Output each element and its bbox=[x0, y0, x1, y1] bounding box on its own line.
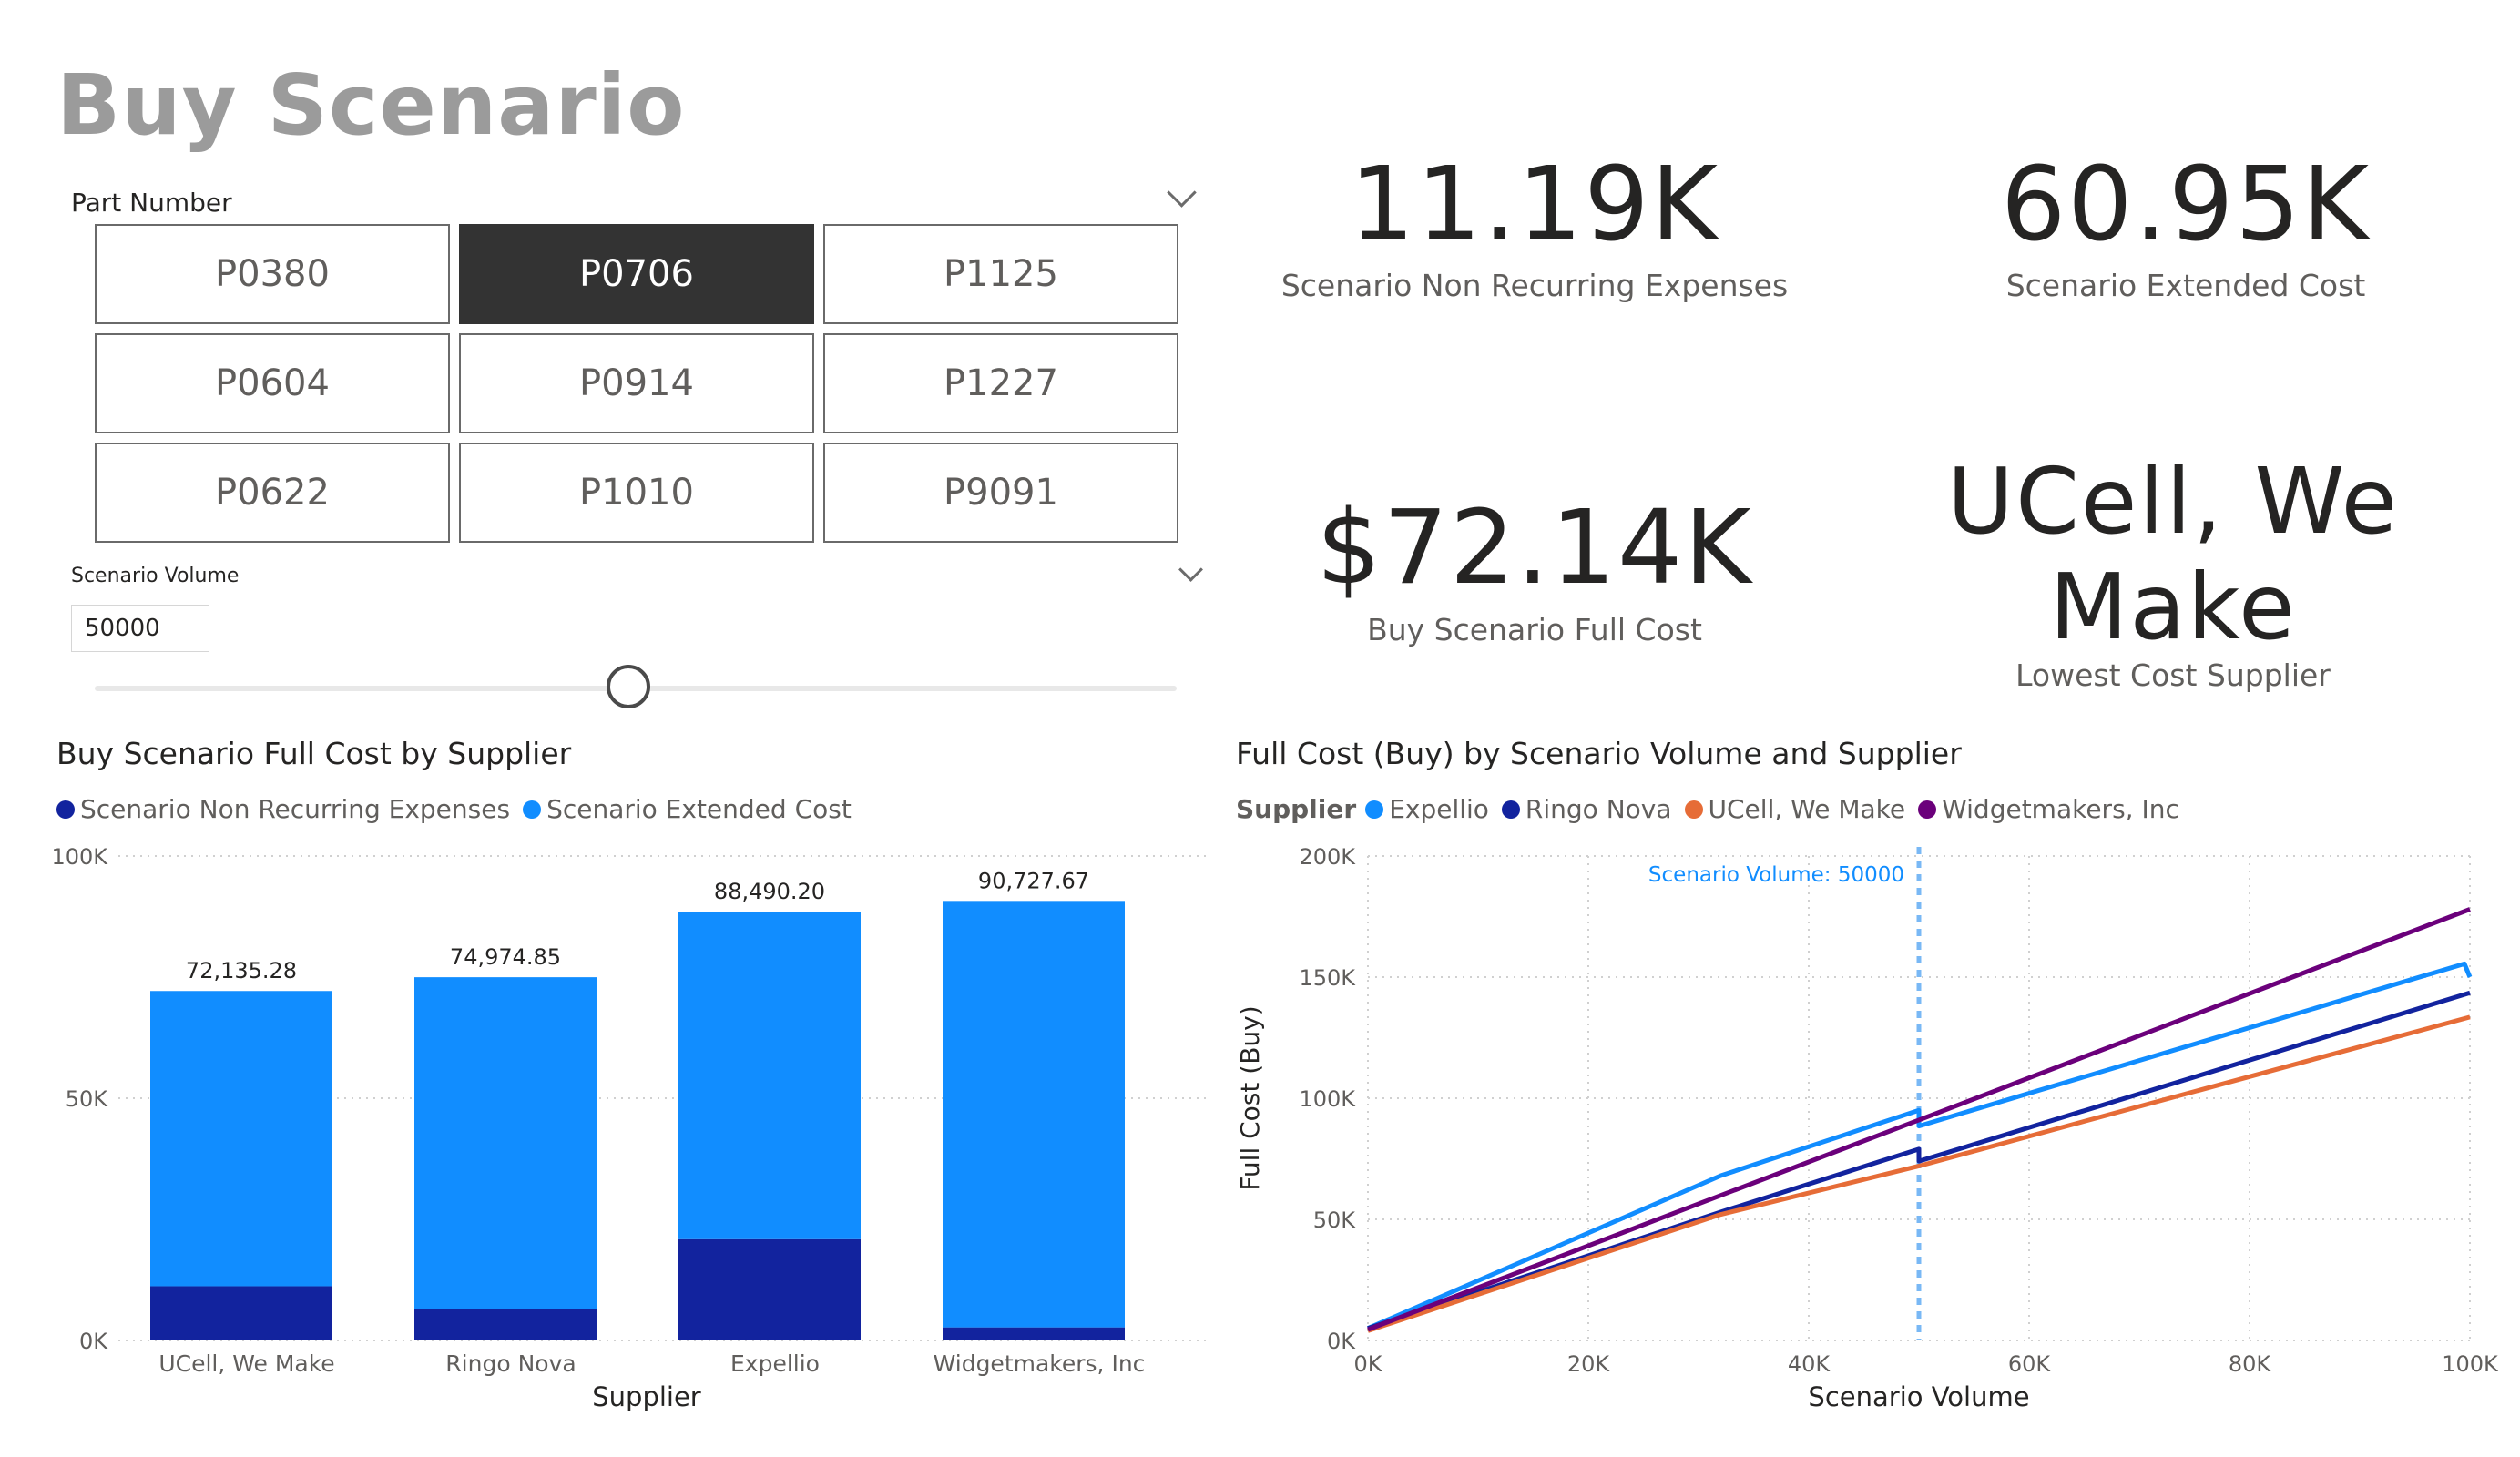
y-tick-label: 50K bbox=[1313, 1207, 1357, 1233]
y-tick-label: 150K bbox=[1299, 965, 1356, 991]
x-tick-label: Expellio bbox=[730, 1350, 820, 1377]
kpi-full-cost-label: Buy Scenario Full Cost bbox=[1367, 612, 1702, 647]
bar-total-label: 88,490.20 bbox=[714, 879, 825, 904]
bar-total-label: 72,135.28 bbox=[186, 958, 297, 983]
y-tick-label: 0K bbox=[79, 1329, 108, 1354]
x-tick-label: UCell, We Make bbox=[158, 1350, 334, 1377]
y-tick-label: 100K bbox=[1299, 1086, 1356, 1112]
line-chart: 0K 50K 100K 150K 200K 0K 20K 40K 60K 80K 100K Scena… bbox=[1235, 844, 2499, 1412]
kpi-full-cost-value: $72.14K bbox=[1316, 489, 1753, 607]
legend-label: Widgetmakers, Inc bbox=[1942, 794, 2179, 824]
bar-total-label: 74,974.85 bbox=[450, 944, 561, 970]
bar-nre bbox=[943, 1327, 1125, 1340]
legend-label: Scenario Extended Cost bbox=[546, 794, 852, 824]
volume-slider-handle[interactable] bbox=[607, 665, 650, 708]
legend-item-nre[interactable]: Scenario Non Recurring Expenses bbox=[56, 794, 510, 824]
kpi-lowest-supplier-line1: UCell, We bbox=[1946, 448, 2400, 555]
series-line-ucell-we-make bbox=[1367, 1014, 2471, 1333]
bar-extended bbox=[414, 977, 597, 1309]
scenario-volume-label: Scenario Volume bbox=[71, 565, 240, 587]
x-tick-label: 100K bbox=[2442, 1351, 2499, 1377]
page-title: Buy Scenario bbox=[56, 56, 686, 154]
part-number-slicer-label: Part Number bbox=[71, 188, 232, 218]
y-axis-title: Full Cost (Buy) bbox=[1235, 1005, 1265, 1190]
x-tick-label: Ringo Nova bbox=[445, 1350, 576, 1377]
legend-label: Scenario Non Recurring Expenses bbox=[80, 794, 511, 824]
legend-dot bbox=[1918, 800, 1937, 819]
x-tick-label: 60K bbox=[2008, 1351, 2052, 1377]
legend-label: Ringo Nova bbox=[1525, 794, 1672, 824]
bar-extended bbox=[678, 912, 861, 1239]
kpi-extended-label: Scenario Extended Cost bbox=[2005, 268, 2366, 303]
part-tile-3[interactable]: P0604 bbox=[95, 333, 450, 433]
legend-dot bbox=[1501, 800, 1520, 819]
x-tick-label: 40K bbox=[1788, 1351, 1831, 1377]
x-axis-title: Supplier bbox=[592, 1381, 701, 1412]
kpi-lowest-supplier-label: Lowest Cost Supplier bbox=[2015, 657, 2331, 693]
bar-chart-title: Buy Scenario Full Cost by Supplier bbox=[56, 736, 572, 771]
part-number-slicer: P0380 P0706 P1125 P0604 P0914 P1227 P062… bbox=[95, 224, 1180, 543]
bar-extended bbox=[150, 991, 332, 1287]
series-line-widgetmakers-inc bbox=[1367, 907, 2471, 1332]
chevron-down-icon[interactable] bbox=[1167, 178, 1197, 208]
part-tile-1[interactable]: P0706 bbox=[459, 224, 814, 324]
line-chart-title: Full Cost (Buy) by Scenario Volume and S… bbox=[1236, 736, 1962, 771]
bar-extended bbox=[943, 901, 1125, 1328]
bar-nre bbox=[414, 1309, 597, 1340]
bar-nre bbox=[150, 1286, 332, 1340]
x-tick-label: 0K bbox=[1353, 1351, 1382, 1377]
part-tile-4[interactable]: P0914 bbox=[459, 333, 814, 433]
y-tick-label: 0K bbox=[1327, 1329, 1356, 1354]
part-tile-2[interactable]: P1125 bbox=[823, 224, 1178, 324]
x-tick-label: Widgetmakers, Inc bbox=[934, 1350, 1146, 1377]
x-tick-label: 20K bbox=[1567, 1351, 1611, 1377]
legend-dot bbox=[1684, 800, 1703, 819]
part-tile-8[interactable]: P9091 bbox=[823, 443, 1178, 543]
series-line-ringo-nova bbox=[1367, 990, 2471, 1331]
legend-dot bbox=[1365, 800, 1384, 819]
kpi-lowest-supplier-line2: Make bbox=[2049, 554, 2297, 660]
legend-item-ucell[interactable]: UCell, We Make bbox=[1684, 794, 1906, 824]
legend-item-widgetmakers[interactable]: Widgetmakers, Inc bbox=[1918, 794, 2179, 824]
legend-label: Expellio bbox=[1389, 794, 1489, 824]
legend-dot bbox=[523, 800, 542, 819]
y-tick-label: 200K bbox=[1299, 844, 1356, 870]
kpi-lowest-supplier-value: UCell, We Make bbox=[1854, 449, 2492, 660]
part-tile-5[interactable]: P1227 bbox=[823, 333, 1178, 433]
legend-item-expellio[interactable]: Expellio bbox=[1365, 794, 1489, 824]
legend-item-extended[interactable]: Scenario Extended Cost bbox=[523, 794, 852, 824]
legend-dot bbox=[56, 800, 75, 819]
bar-chart-legend: Scenario Non Recurring Expenses Scenario… bbox=[56, 794, 864, 824]
legend-item-ringo-nova[interactable]: Ringo Nova bbox=[1501, 794, 1672, 824]
bar-chart: 0K 50K 100K 72,135.28 UCell, We Make 74,974.8… bbox=[51, 844, 1211, 1412]
bar-nre bbox=[678, 1238, 861, 1340]
part-tile-7[interactable]: P1010 bbox=[459, 443, 814, 543]
legend-title: Supplier bbox=[1236, 794, 1357, 824]
line-chart-legend: Supplier Expellio Ringo Nova UCell, We M… bbox=[1236, 794, 2192, 824]
legend-label: UCell, We Make bbox=[1708, 794, 1906, 824]
part-tile-6[interactable]: P0622 bbox=[95, 443, 450, 543]
kpi-extended-value: 60.95K bbox=[2000, 146, 2372, 264]
x-axis-title: Scenario Volume bbox=[1808, 1381, 2029, 1412]
y-tick-label: 50K bbox=[66, 1086, 109, 1112]
scenario-volume-input[interactable]: 50000 bbox=[71, 605, 209, 652]
x-tick-label: 80K bbox=[2229, 1351, 2272, 1377]
bar-total-label: 90,727.67 bbox=[978, 868, 1089, 893]
reference-line-label: Scenario Volume: 50000 bbox=[1648, 863, 1904, 887]
part-tile-0[interactable]: P0380 bbox=[95, 224, 450, 324]
y-tick-label: 100K bbox=[51, 844, 108, 870]
chevron-down-icon[interactable] bbox=[1178, 557, 1203, 582]
kpi-nre-value: 11.19K bbox=[1349, 146, 1720, 264]
kpi-nre-label: Scenario Non Recurring Expenses bbox=[1280, 268, 1789, 303]
